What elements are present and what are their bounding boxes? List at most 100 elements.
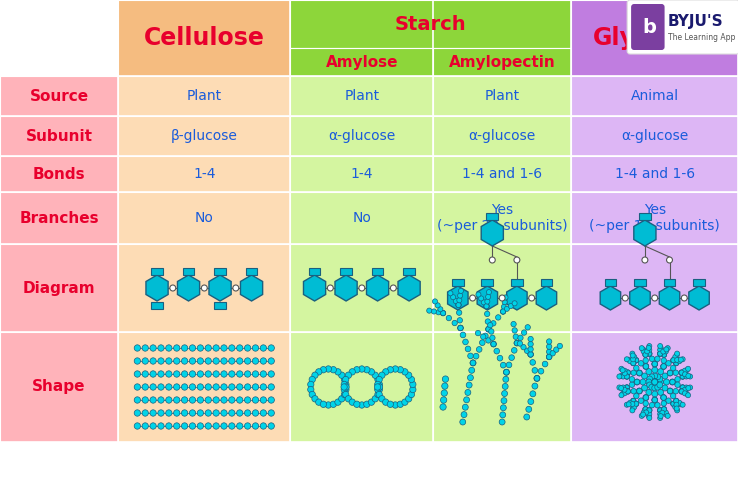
Circle shape	[501, 304, 506, 309]
Bar	[152, 267, 163, 274]
Circle shape	[349, 369, 355, 375]
Circle shape	[182, 397, 188, 403]
Circle shape	[673, 388, 679, 394]
Circle shape	[682, 368, 687, 373]
Circle shape	[644, 364, 649, 369]
Circle shape	[674, 357, 679, 362]
Circle shape	[688, 385, 692, 390]
Bar	[290, 76, 434, 116]
Circle shape	[674, 406, 680, 411]
Bar	[183, 267, 194, 274]
Circle shape	[189, 384, 196, 390]
Circle shape	[487, 290, 491, 295]
Circle shape	[658, 379, 664, 385]
Circle shape	[652, 373, 658, 379]
Circle shape	[682, 387, 688, 392]
Circle shape	[509, 304, 513, 308]
Circle shape	[134, 371, 140, 377]
Circle shape	[542, 361, 548, 367]
Circle shape	[436, 310, 441, 315]
Circle shape	[166, 410, 172, 416]
Circle shape	[528, 352, 533, 357]
Circle shape	[376, 381, 382, 388]
Circle shape	[268, 345, 274, 351]
Circle shape	[658, 351, 663, 356]
Circle shape	[500, 309, 506, 314]
Circle shape	[619, 386, 624, 390]
Circle shape	[220, 410, 227, 416]
Circle shape	[244, 384, 250, 390]
Circle shape	[236, 397, 243, 403]
Circle shape	[320, 366, 326, 373]
Circle shape	[518, 335, 524, 341]
Text: Shape: Shape	[32, 379, 86, 395]
Polygon shape	[367, 275, 388, 301]
Circle shape	[189, 423, 196, 429]
Text: Yes
(~per 20 subunits): Yes (~per 20 subunits)	[436, 203, 568, 233]
Bar	[246, 267, 257, 274]
Circle shape	[229, 371, 235, 377]
Circle shape	[201, 285, 207, 291]
Circle shape	[661, 358, 667, 364]
Bar	[118, 244, 290, 332]
Circle shape	[260, 358, 266, 364]
Bar	[290, 116, 434, 156]
Circle shape	[392, 366, 398, 372]
Circle shape	[624, 385, 629, 390]
Circle shape	[634, 358, 638, 363]
Circle shape	[631, 357, 635, 362]
Circle shape	[448, 291, 453, 296]
Circle shape	[503, 369, 509, 375]
Circle shape	[500, 362, 506, 368]
Circle shape	[213, 384, 219, 390]
Polygon shape	[634, 220, 656, 246]
Circle shape	[343, 387, 349, 393]
Circle shape	[626, 370, 631, 375]
Bar	[433, 156, 571, 192]
Circle shape	[688, 374, 692, 379]
Circle shape	[268, 423, 274, 429]
Circle shape	[166, 371, 172, 377]
Circle shape	[629, 376, 634, 382]
Circle shape	[661, 395, 666, 400]
Circle shape	[652, 379, 658, 385]
Circle shape	[678, 402, 683, 407]
Circle shape	[197, 397, 203, 403]
Circle shape	[628, 359, 632, 364]
Circle shape	[502, 390, 508, 397]
Circle shape	[652, 397, 658, 403]
Circle shape	[189, 397, 196, 403]
Circle shape	[643, 352, 648, 357]
Circle shape	[521, 330, 526, 335]
Circle shape	[220, 371, 227, 377]
Circle shape	[512, 347, 517, 353]
Circle shape	[643, 358, 649, 364]
Circle shape	[528, 342, 533, 347]
Circle shape	[658, 415, 663, 421]
Circle shape	[236, 410, 243, 416]
Circle shape	[173, 371, 180, 377]
Circle shape	[220, 384, 227, 390]
Bar	[571, 332, 739, 442]
Circle shape	[658, 413, 663, 419]
Circle shape	[514, 341, 520, 346]
Circle shape	[205, 371, 212, 377]
Circle shape	[458, 318, 463, 323]
Bar	[340, 267, 352, 274]
Circle shape	[490, 342, 496, 347]
Circle shape	[341, 391, 347, 398]
Circle shape	[451, 295, 456, 300]
Circle shape	[554, 347, 559, 353]
Circle shape	[134, 358, 140, 364]
Bar	[433, 192, 571, 244]
Circle shape	[658, 345, 663, 351]
Circle shape	[547, 339, 552, 344]
Circle shape	[678, 357, 683, 362]
Circle shape	[354, 366, 360, 373]
Circle shape	[134, 410, 140, 416]
Bar	[571, 0, 739, 76]
Circle shape	[679, 389, 684, 394]
Text: 1-4: 1-4	[350, 167, 373, 181]
Circle shape	[624, 402, 629, 407]
Circle shape	[658, 351, 663, 356]
